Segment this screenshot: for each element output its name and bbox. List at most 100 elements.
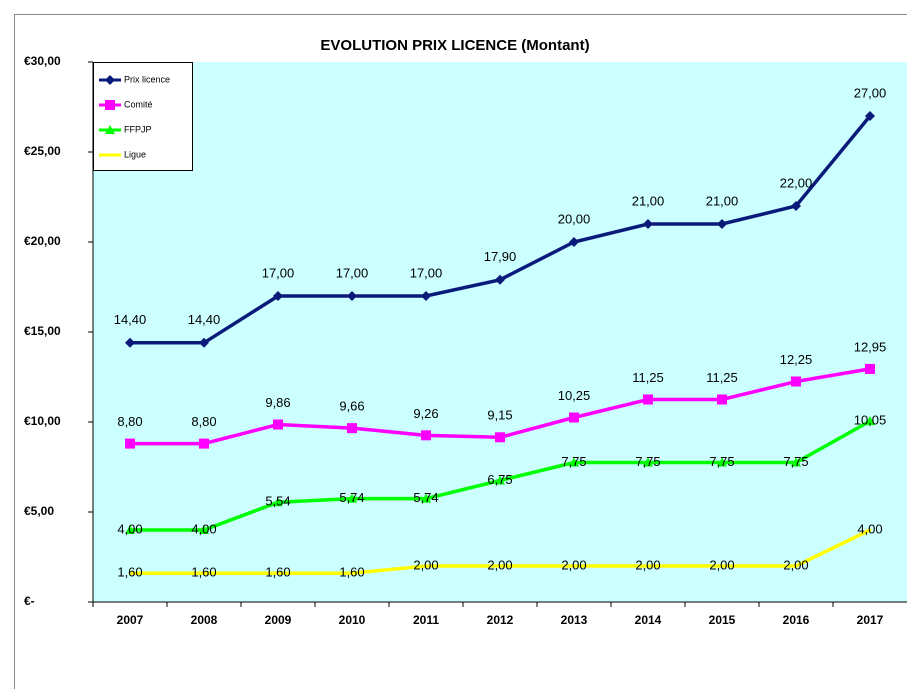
data-label: 2,00 — [413, 557, 438, 572]
data-point — [791, 201, 801, 211]
data-label: 17,90 — [484, 249, 517, 264]
data-label: 1,60 — [265, 565, 290, 580]
y-tick-label: €15,00 — [24, 324, 61, 338]
data-label: 2,00 — [709, 557, 734, 572]
data-point — [125, 525, 135, 534]
legend-marker — [108, 153, 112, 157]
data-point — [199, 525, 209, 534]
data-label: 4,00 — [117, 521, 142, 536]
data-point — [572, 564, 576, 568]
data-point — [421, 430, 431, 441]
data-label: 9,15 — [487, 408, 512, 423]
data-label: 8,80 — [117, 414, 142, 429]
data-point — [495, 432, 505, 443]
data-label: 9,86 — [265, 395, 290, 410]
data-label: 8,80 — [191, 414, 216, 429]
data-point — [273, 291, 283, 301]
legend-label: Prix licence — [124, 74, 170, 84]
data-label: 21,00 — [706, 193, 739, 208]
data-point — [865, 363, 875, 374]
y-tick-label: €25,00 — [24, 144, 61, 158]
data-label: 5,54 — [265, 494, 290, 509]
data-point — [347, 493, 357, 503]
data-label: 10,25 — [558, 388, 591, 403]
x-tick-label: 2017 — [857, 613, 884, 627]
data-point — [495, 274, 505, 285]
data-point — [717, 219, 727, 229]
data-point — [125, 337, 135, 348]
x-tick-label: 2011 — [413, 613, 439, 627]
data-label: 22,00 — [780, 175, 813, 190]
data-point — [202, 571, 206, 575]
data-label: 11,25 — [706, 370, 738, 385]
data-label: 1,60 — [339, 565, 364, 580]
data-point — [717, 394, 727, 405]
data-label: 11,25 — [632, 370, 664, 385]
data-point — [199, 438, 209, 449]
data-label: 27,00 — [854, 85, 887, 100]
legend-label: FFPJP — [124, 124, 152, 134]
data-point — [495, 475, 505, 485]
x-tick-label: 2014 — [635, 613, 662, 627]
data-point — [794, 564, 798, 568]
legend-marker — [105, 100, 115, 110]
data-label: 7,75 — [561, 454, 586, 469]
data-point — [791, 376, 801, 387]
data-label: 20,00 — [558, 211, 591, 226]
data-point — [421, 493, 431, 503]
data-point — [868, 528, 872, 532]
x-tick-label: 2015 — [709, 613, 736, 627]
data-point — [347, 291, 357, 301]
data-label: 4,00 — [857, 521, 882, 536]
data-point — [569, 237, 579, 247]
data-point — [717, 457, 727, 467]
y-tick-label: €10,00 — [24, 414, 61, 428]
data-label: 5,74 — [413, 490, 438, 505]
chart-title: EVOLUTION PRIX LICENCE (Montant) — [320, 37, 589, 54]
data-point — [421, 291, 431, 301]
data-label: 2,00 — [635, 557, 660, 572]
data-label: 6,75 — [487, 472, 512, 487]
data-label: 10,05 — [854, 413, 887, 428]
data-point — [865, 111, 875, 121]
data-point — [347, 423, 357, 434]
data-label: 12,25 — [780, 352, 813, 367]
data-label: 7,75 — [783, 454, 808, 469]
data-label: 4,00 — [191, 521, 216, 536]
data-label: 7,75 — [635, 454, 660, 469]
data-point — [643, 457, 653, 467]
data-label: 9,26 — [413, 406, 438, 421]
data-point — [865, 416, 875, 426]
data-point — [569, 457, 579, 467]
data-label: 12,95 — [854, 339, 887, 354]
data-label: 21,00 — [632, 193, 665, 208]
x-tick-label: 2009 — [265, 613, 292, 627]
x-tick-label: 2016 — [783, 613, 810, 627]
data-point — [350, 571, 354, 575]
legend-label: Ligue — [124, 149, 146, 159]
data-label: 14,40 — [114, 312, 147, 327]
data-point — [720, 564, 724, 568]
data-label: 9,66 — [339, 399, 364, 414]
data-label: 14,40 — [188, 312, 221, 327]
data-point — [128, 571, 132, 575]
data-point — [199, 337, 209, 348]
x-tick-label: 2008 — [191, 613, 218, 627]
data-point — [643, 394, 653, 405]
y-tick-label: €- — [24, 594, 35, 608]
data-point — [424, 564, 428, 568]
data-point — [125, 438, 135, 449]
data-label: 1,60 — [117, 565, 142, 580]
x-tick-label: 2012 — [487, 613, 514, 627]
data-point — [273, 497, 283, 507]
data-point — [273, 419, 283, 430]
data-point — [643, 219, 653, 229]
legend-marker — [105, 75, 115, 85]
y-tick-label: €20,00 — [24, 234, 61, 248]
data-point — [276, 571, 280, 575]
y-tick-label: €30,00 — [24, 54, 61, 68]
data-label: 17,00 — [410, 265, 443, 280]
data-label: 1,60 — [191, 565, 216, 580]
data-point — [646, 564, 650, 568]
